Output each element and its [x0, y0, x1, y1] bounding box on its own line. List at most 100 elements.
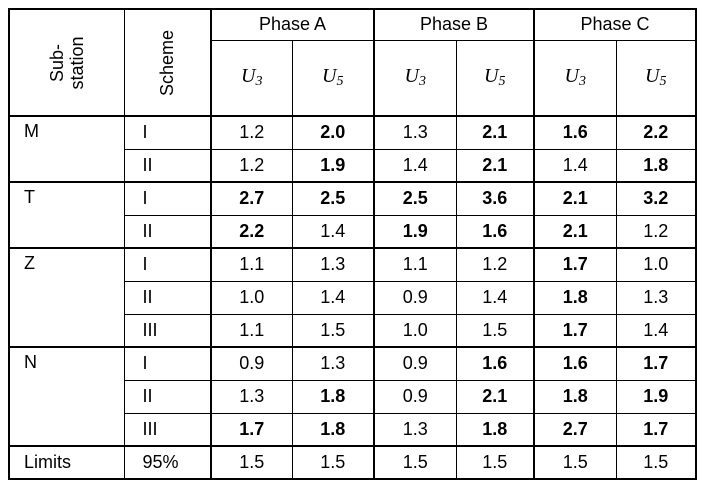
limit-value-cell: 1.5	[373, 445, 457, 480]
value-cell: 2.7	[533, 412, 617, 447]
scheme-cell: III	[123, 313, 212, 348]
value-cell: 1.8	[533, 280, 617, 315]
value-cell: 1.9	[373, 214, 457, 249]
value-cell: 0.9	[373, 379, 457, 414]
value-cell: 1.7	[615, 412, 697, 447]
limit-value-cell: 1.5	[455, 445, 535, 480]
scheme-cell: I	[123, 346, 212, 381]
table-row: T I 2.7 2.5 2.5 3.6 2.1 3.2	[8, 181, 697, 249]
value-cell: 0.9	[373, 346, 457, 381]
scheme-cell: I	[123, 115, 212, 150]
substation-cell: M	[8, 115, 125, 183]
scheme-cell: I	[123, 181, 212, 216]
value-cell: 1.3	[291, 247, 375, 282]
table-row: II 2.2 1.4 1.9 1.6 2.1 1.2	[9, 214, 697, 249]
value-cell: 1.4	[373, 148, 457, 183]
substation-cell: Z	[8, 247, 125, 348]
value-cell: 1.2	[615, 214, 697, 249]
value-cell: 2.1	[455, 379, 535, 414]
substation-column-label: Sub- station	[46, 35, 87, 90]
phase-c-header: Phase C	[533, 8, 697, 41]
phase-a-u5-header: U5	[291, 39, 375, 117]
value-cell: 1.8	[533, 379, 617, 414]
value-cell: 1.9	[291, 148, 375, 183]
value-cell: 1.0	[373, 313, 457, 348]
u-subscript: 3	[255, 74, 263, 90]
harmonics-table: Sub- station Scheme Phase A Phase B Phas…	[8, 8, 698, 480]
value-cell: 2.2	[210, 214, 293, 249]
value-cell: 1.3	[210, 379, 293, 414]
limits-percentile-cell: 95%	[123, 445, 212, 480]
table-row: II 1.0 1.4 0.9 1.4 1.8 1.3	[9, 280, 697, 315]
phase-a-header: Phase A	[210, 8, 375, 41]
value-cell: 1.8	[455, 412, 535, 447]
value-cell: 3.6	[455, 181, 535, 216]
scheme-column-label: Scheme	[157, 29, 178, 96]
limit-value-cell: 1.5	[533, 445, 617, 480]
table-row: Z I 1.1 1.3 1.1 1.2 1.7 1.0	[8, 247, 697, 348]
table-row: N I 0.9 1.3 0.9 1.6 1.6 1.7	[8, 346, 697, 447]
scheme-column-header: Scheme	[123, 8, 212, 117]
scheme-cell: II	[123, 379, 212, 414]
scheme-cell: III	[123, 412, 212, 447]
limits-row: Limits 95% 1.5 1.5 1.5 1.5 1.5 1.5	[8, 445, 697, 480]
u-symbol: U	[484, 65, 499, 88]
u-header-row: U3 U5 U3 U5 U3 U5	[9, 39, 697, 117]
u-symbol: U	[404, 65, 419, 88]
value-cell: 2.1	[455, 148, 535, 183]
value-cell: 1.3	[373, 412, 457, 447]
value-cell: 1.1	[210, 247, 293, 282]
value-cell: 1.8	[291, 412, 375, 447]
value-cell: 1.2	[210, 148, 293, 183]
value-cell: 1.2	[455, 247, 535, 282]
u-subscript: 5	[336, 74, 344, 90]
limit-value-cell: 1.5	[210, 445, 293, 480]
value-cell: 1.4	[291, 280, 375, 315]
value-cell: 1.7	[615, 346, 697, 381]
value-cell: 1.7	[533, 313, 617, 348]
value-cell: 1.9	[615, 379, 697, 414]
limit-value-cell: 1.5	[291, 445, 375, 480]
value-cell: 1.3	[615, 280, 697, 315]
value-cell: 2.1	[455, 115, 535, 150]
value-cell: 1.4	[533, 148, 617, 183]
value-cell: 0.9	[210, 346, 293, 381]
u-subscript: 5	[498, 74, 506, 90]
u-subscript: 5	[659, 74, 667, 90]
value-cell: 1.5	[291, 313, 375, 348]
phase-b-header: Phase B	[372, 8, 535, 41]
value-cell: 3.2	[615, 181, 697, 216]
u-symbol: U	[241, 65, 256, 88]
value-cell: 2.5	[373, 181, 457, 216]
value-cell: 2.2	[615, 115, 697, 150]
value-cell: 2.1	[533, 214, 617, 249]
value-cell: 1.2	[210, 115, 293, 150]
value-cell: 1.4	[615, 313, 697, 348]
value-cell: 1.4	[291, 214, 375, 249]
phase-a-u3-header: U3	[210, 39, 293, 117]
value-cell: 1.3	[291, 346, 375, 381]
table-row: III 1.7 1.8 1.3 1.8 2.7 1.7	[9, 412, 697, 447]
value-cell: 2.1	[533, 181, 617, 216]
value-cell: 1.1	[373, 247, 457, 282]
scheme-cell: I	[123, 247, 212, 282]
table-header: Sub- station Scheme Phase A Phase B Phas…	[8, 8, 697, 117]
value-cell: 1.0	[210, 280, 293, 315]
u-subscript: 3	[418, 74, 426, 90]
phase-c-u3-header: U3	[533, 39, 617, 117]
phase-header-row: Sub- station Scheme Phase A Phase B Phas…	[8, 8, 697, 117]
limit-value-cell: 1.5	[615, 445, 697, 480]
u-symbol: U	[322, 65, 337, 88]
value-cell: 2.0	[291, 115, 375, 150]
scheme-cell: II	[123, 148, 212, 183]
value-cell: 1.6	[455, 346, 535, 381]
u-symbol: U	[645, 65, 660, 88]
phase-b-u3-header: U3	[373, 39, 457, 117]
value-cell: 1.1	[210, 313, 293, 348]
substation-cell: N	[8, 346, 125, 447]
scheme-cell: II	[123, 214, 212, 249]
phase-b-u5-header: U5	[455, 39, 535, 117]
u-symbol: U	[564, 65, 579, 88]
scheme-cell: II	[123, 280, 212, 315]
